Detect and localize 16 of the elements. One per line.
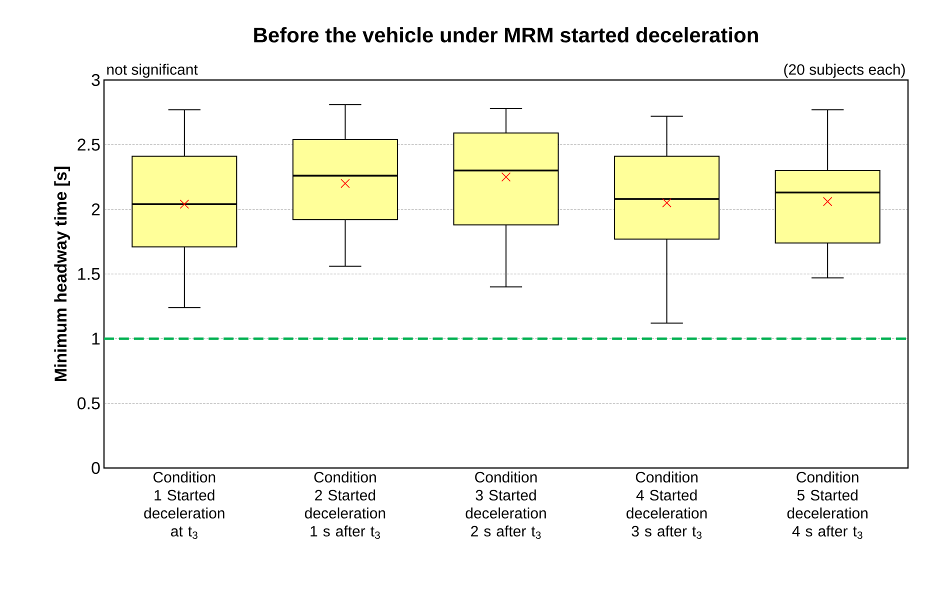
x-tick-label: Condition 2 Started deceleration 1 s after t$_{3}$ <box>304 472 386 539</box>
text: not significant <box>107 64 198 78</box>
y-tick-label: 1.5 <box>78 268 100 280</box>
y-tick-label: 1 <box>92 332 100 345</box>
y-tick-label: 3 <box>92 74 100 86</box>
x-tick-label: Condition 4 Started deceleration 3 s after t$_{3}$ <box>626 472 707 539</box>
y-axis-title: Minimum headway time [s] <box>54 166 70 382</box>
x-tick-label: Condition 3 Started deceleration 2 s after t$_{3}$ <box>466 472 546 539</box>
y-tick-label: 0.5 <box>78 397 100 410</box>
chart-title: Before the vehicle under MRM started deceleration <box>254 27 758 42</box>
text: (20 subjects each) <box>784 64 905 78</box>
x-tick-label: Condition 5 Started deceleration 4 s after t$_{3}$ <box>787 472 868 539</box>
x-tick-label: Condition 1 Started deceleration at t$_{3}$ <box>144 472 224 539</box>
y-tick-label: 2.5 <box>78 138 100 151</box>
y-tick-label: 2 <box>92 203 100 216</box>
y-tick-label: 0 <box>92 462 100 474</box>
